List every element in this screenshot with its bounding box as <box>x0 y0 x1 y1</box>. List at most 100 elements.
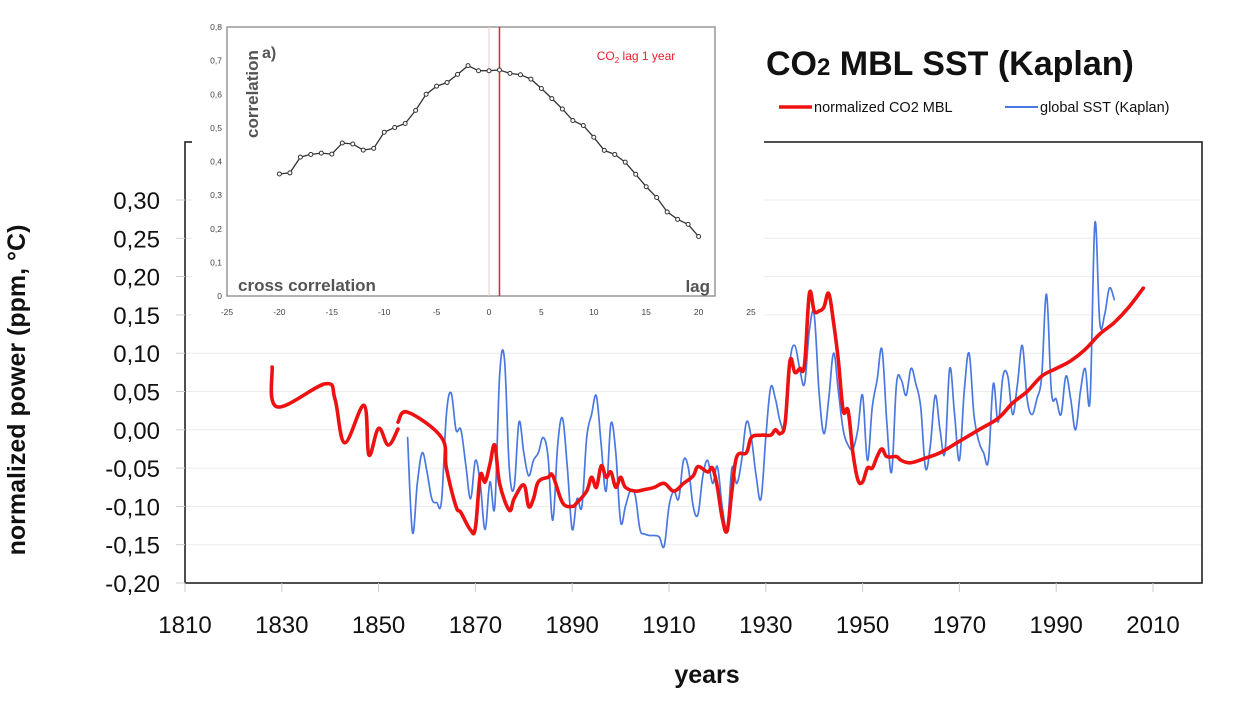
cross-correlation-point <box>276 171 282 177</box>
cross-correlation-point <box>455 71 461 77</box>
cross-correlation-point <box>559 106 565 112</box>
co2-mbl-line <box>396 286 1146 536</box>
cross-correlation-point <box>570 117 576 123</box>
cross-correlation-point <box>507 70 513 76</box>
main-y-ticks: -0,20 -0,15 -0,10 -0,05 0,00 0,05 0,10 0,15 0,20… <box>105 188 185 598</box>
inset-x-ticks: -25 -20 -15 -10 -5 0 5 10 15 20 25 <box>221 307 756 317</box>
cross-correlation-point <box>318 150 324 156</box>
main-x-tick-label: 1810 <box>158 612 211 639</box>
inset-plot-frame <box>226 26 716 297</box>
co2-mbl-line <box>269 365 400 457</box>
legend: normalized CO2 MBL global SST (Kaplan) <box>779 100 1170 116</box>
main-x-tick-label: 1850 <box>352 612 405 639</box>
cross-correlation-point <box>622 159 628 165</box>
inset-lag-annotation: CO2 lag 1 year <box>597 49 676 65</box>
inset-y-tick-label: 0,8 <box>210 22 222 32</box>
cross-correlation-point <box>287 170 293 176</box>
main-x-axis-label: years <box>674 661 739 689</box>
main-x-tick-label: 1830 <box>255 612 308 639</box>
legend-label-sst: global SST (Kaplan) <box>1040 100 1170 116</box>
inset-y-tick-label: 0,2 <box>210 224 222 234</box>
cross-correlation-point <box>486 68 492 74</box>
main-y-tick-label: 0,00 <box>113 418 160 445</box>
inset-title: cross correlation <box>238 276 376 295</box>
cross-correlation-point <box>654 194 660 200</box>
inset-x-tick-label: -20 <box>273 307 286 317</box>
series-co2-mbl <box>269 286 1146 536</box>
legend-item-co2: normalized CO2 MBL <box>779 100 953 116</box>
inset-y-ticks: 0 0,1 0,2 0,3 0,4 0,5 0,6 0,7 0,8 <box>210 22 222 301</box>
cross-correlation-point <box>612 151 618 157</box>
main-y-tick-label: -0,20 <box>105 571 160 598</box>
main-y-tick-label: 0,15 <box>113 303 160 330</box>
cross-correlation-point <box>675 216 681 222</box>
cross-correlation-point <box>633 171 639 177</box>
cross-correlation-point <box>496 67 502 73</box>
cross-correlation-point <box>350 141 356 147</box>
cross-correlation-point <box>643 184 649 190</box>
cross-correlation-point <box>329 151 335 157</box>
main-x-tick-label: 1970 <box>933 612 986 639</box>
main-x-tick-label: 1890 <box>546 612 599 639</box>
main-y-tick-label: -0,10 <box>105 494 160 521</box>
main-x-ticks: 1810 1830 1850 1870 1890 1910 1930 1950 1970 1990… <box>158 583 1180 639</box>
inset-series <box>276 63 702 239</box>
cross-correlation-point <box>664 209 670 215</box>
inset-y-tick-label: 0,1 <box>210 257 222 267</box>
inset-y-tick-label: 0,3 <box>210 190 222 200</box>
inset-x-tick-label: -15 <box>326 307 339 317</box>
inset-x-tick-label: 5 <box>539 307 544 317</box>
main-x-tick-label: 2010 <box>1126 612 1179 639</box>
cross-correlation-point <box>685 221 691 227</box>
cross-correlation-point <box>465 63 471 69</box>
cross-correlation-point <box>591 134 597 140</box>
chart-title: CO2 MBL SST (Kaplan) <box>766 45 1134 83</box>
cross-correlation-point <box>528 76 534 82</box>
main-y-tick-label: -0,05 <box>105 456 160 483</box>
main-y-axis-label: normalized power (ppm, °C) <box>3 225 31 556</box>
main-y-tick-label: 0,30 <box>113 188 160 215</box>
cross-correlation-point <box>360 147 366 153</box>
cross-correlation-point <box>339 140 345 146</box>
inset-x-tick-label: 25 <box>746 307 756 317</box>
cross-correlation-point <box>476 68 482 74</box>
inset-x-tick-label: 20 <box>694 307 704 317</box>
inset-y-tick-label: 0,5 <box>210 123 222 133</box>
cross-correlation-point <box>423 91 429 97</box>
inset-y-tick-label: 0,7 <box>210 56 222 66</box>
cross-correlation-point <box>580 123 586 129</box>
cross-correlation-point <box>381 129 387 135</box>
cross-correlation-point <box>538 86 544 92</box>
main-y-tick-label: 0,25 <box>113 226 160 253</box>
main-series <box>269 220 1146 549</box>
cross-correlation-point <box>402 121 408 127</box>
cross-correlation-point <box>601 147 607 153</box>
main-y-tick-label: 0,10 <box>113 341 160 368</box>
inset-x-tick-label: 10 <box>589 307 599 317</box>
cross-correlation-point <box>549 96 555 102</box>
cross-correlation-point <box>371 145 377 151</box>
main-y-tick-label: -0,15 <box>105 533 160 560</box>
main-y-tick-label: 0,05 <box>113 380 160 407</box>
cross-correlation-point <box>413 107 419 113</box>
main-x-tick-label: 1950 <box>836 612 889 639</box>
inset-x-tick-label: 0 <box>487 307 492 317</box>
inset-chart: 0 0,1 0,2 0,3 0,4 0,5 0,6 0,7 0,8 -25 -20 -15 -10 -5… <box>192 18 764 330</box>
main-x-tick-label: 1990 <box>1030 612 1083 639</box>
main-y-tick-label: 0,20 <box>113 265 160 292</box>
main-x-tick-label: 1930 <box>739 612 792 639</box>
cross-correlation-point <box>297 154 303 160</box>
main-x-tick-label: 1910 <box>642 612 695 639</box>
inset-x-tick-label: 15 <box>641 307 651 317</box>
series-global-sst <box>406 220 1116 549</box>
cross-correlation-point <box>392 125 398 131</box>
cross-correlation-point <box>696 233 702 239</box>
main-x-tick-label: 1870 <box>449 612 502 639</box>
inset-y-axis-label: correlation <box>243 50 262 138</box>
legend-label-co2: normalized CO2 MBL <box>814 100 953 116</box>
inset-x-axis-label: lag <box>685 277 710 296</box>
inset-y-tick-label: 0 <box>217 291 222 301</box>
inset-panel-label: a) <box>262 45 276 62</box>
main-chart: -0,20-0,15-0,10-0,050,000,050,100,150,20… <box>3 45 1203 689</box>
